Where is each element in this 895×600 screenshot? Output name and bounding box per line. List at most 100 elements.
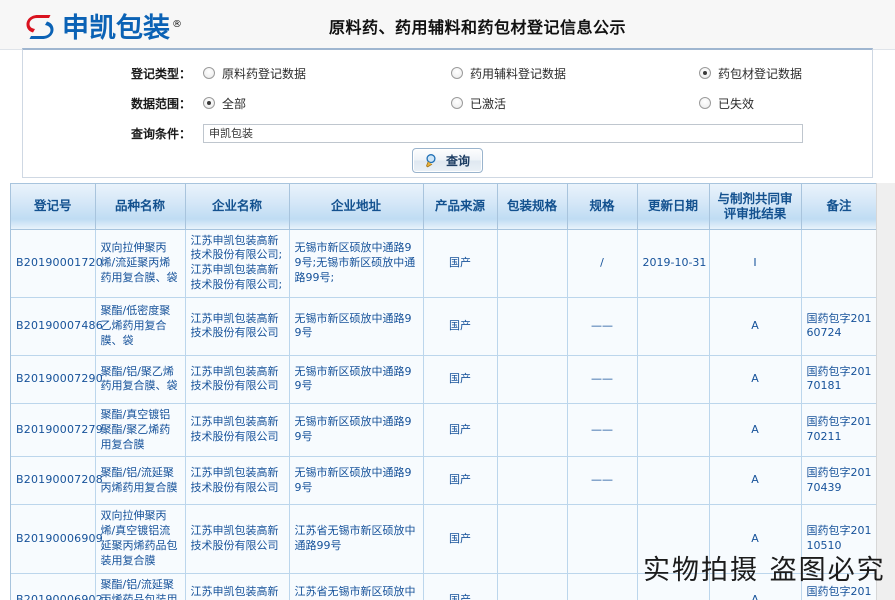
radio-reg-type-api[interactable]: 原料药登记数据 <box>203 65 451 82</box>
cell-remark: 国药包字20160724 <box>801 297 876 356</box>
col-pack-spec[interactable]: 包装规格 <box>497 184 568 230</box>
cell-source: 国产 <box>423 573 498 600</box>
search-button[interactable]: 查询 <box>411 148 483 173</box>
reg-type-label: 登记类型： <box>130 66 191 81</box>
cell-remark: 国药包字20170211 <box>801 403 876 458</box>
table-row[interactable]: B20190007208 聚酯/铝/流延聚丙烯药用复合膜 江苏申凯包装高新技术股… <box>11 456 876 506</box>
table-row[interactable]: B20190001720 双向拉伸聚丙烯/流延聚丙烯药用复合膜、袋 江苏申凯包装… <box>11 229 876 298</box>
cell-spec: —— <box>567 355 638 404</box>
cell-address: 无锡市新区硕放中通路99号 <box>289 355 424 404</box>
table-header-row: 登记号 品种名称 企业名称 企业地址 产品来源 包装规格 规格 更新日期 与制剂… <box>11 184 876 230</box>
cell-variety: 聚酯/铝/流延聚丙烯药品包装用复合膜 <box>95 573 186 600</box>
cell-reg-no: B20190007208 <box>11 456 103 506</box>
cell-spec: —— <box>567 403 638 458</box>
cell-company: 江苏申凯包装高新技术股份有限公司;江苏申凯包装高新技术股份有限公司; <box>185 229 290 298</box>
cell-joint-review: A <box>709 355 802 404</box>
keyword-row: 查询条件： <box>23 120 872 146</box>
search-input[interactable] <box>203 123 803 143</box>
radio-indicator[interactable] <box>203 97 215 109</box>
data-range-label: 数据范围： <box>130 96 191 111</box>
cell-joint-review: A <box>709 573 802 600</box>
cell-joint-review: I <box>709 229 802 298</box>
data-range-row: 数据范围： 全部 已激活 已失效 <box>23 90 872 116</box>
cell-update-date <box>637 355 710 404</box>
cell-address: 无锡市新区硕放中通路99号 <box>289 456 424 506</box>
cell-source: 国产 <box>423 456 498 506</box>
cell-spec: —— <box>567 456 638 506</box>
cell-address: 无锡市新区硕放中通路99号 <box>289 403 424 458</box>
cell-variety: 聚酯/铝/聚乙烯药用复合膜、袋 <box>95 355 186 404</box>
cell-joint-review: A <box>709 403 802 458</box>
cell-pack-spec <box>497 229 568 298</box>
table-row[interactable]: B20190006909 双向拉伸聚丙烯/真空镀铝流延聚丙烯药品包装用复合膜 江… <box>11 504 876 574</box>
cell-joint-review: A <box>709 297 802 356</box>
cell-reg-no: B20190007279 <box>11 403 103 458</box>
cell-update-date <box>637 504 710 574</box>
results-table-container[interactable]: 登记号 品种名称 企业名称 企业地址 产品来源 包装规格 规格 更新日期 与制剂… <box>10 183 876 600</box>
cell-variety: 聚酯/铝/流延聚丙烯药用复合膜 <box>95 456 186 506</box>
registered-mark-icon: ® <box>172 19 182 30</box>
radio-indicator[interactable] <box>699 97 711 109</box>
cell-company: 江苏申凯包装高新技术股份有限公司 <box>185 297 290 356</box>
cell-source: 国产 <box>423 297 498 356</box>
cell-address: 无锡市新区硕放中通路99号;无锡市新区硕放中通路99号; <box>289 229 424 298</box>
cell-variety: 双向拉伸聚丙烯/真空镀铝流延聚丙烯药品包装用复合膜 <box>95 504 186 574</box>
cell-variety: 聚酯/低密度聚乙烯药用复合膜、袋 <box>95 297 186 356</box>
radio-label: 药包材登记数据 <box>718 66 803 81</box>
col-spec[interactable]: 规格 <box>567 184 638 230</box>
col-source[interactable]: 产品来源 <box>423 184 498 230</box>
cell-pack-spec <box>497 355 568 404</box>
radio-range-all[interactable]: 全部 <box>203 95 451 112</box>
radio-label: 已激活 <box>470 96 507 111</box>
cell-remark: 国药包字20110524 <box>801 573 876 600</box>
radio-indicator[interactable] <box>699 67 711 79</box>
cell-joint-review: A <box>709 456 802 506</box>
radio-reg-type-packaging[interactable]: 药包材登记数据 <box>699 65 895 82</box>
cell-source: 国产 <box>423 504 498 574</box>
cell-source: 国产 <box>423 229 498 298</box>
cell-reg-no: B20190006902 <box>11 573 103 600</box>
cell-update-date <box>637 403 710 458</box>
cell-company: 江苏申凯包装高新技术股份有限公司 <box>185 403 290 458</box>
cell-spec: —— <box>567 297 638 356</box>
table-row[interactable]: B20190006902 聚酯/铝/流延聚丙烯药品包装用复合膜 江苏申凯包装高新… <box>11 573 876 600</box>
cell-update-date: 2019-10-31 <box>637 229 710 298</box>
radio-reg-type-excipient[interactable]: 药用辅料登记数据 <box>451 65 699 82</box>
col-joint-review[interactable]: 与制剂共同审评审批结果 <box>709 184 802 230</box>
col-update-date[interactable]: 更新日期 <box>637 184 710 230</box>
col-reg-no[interactable]: 登记号 <box>11 184 96 230</box>
radio-range-active[interactable]: 已激活 <box>451 95 699 112</box>
col-company[interactable]: 企业名称 <box>185 184 290 230</box>
cell-spec <box>567 504 638 574</box>
magnifier-icon <box>425 153 440 168</box>
cell-source: 国产 <box>423 403 498 458</box>
col-variety[interactable]: 品种名称 <box>95 184 186 230</box>
radio-range-expired[interactable]: 已失效 <box>699 95 895 112</box>
table-row[interactable]: B20190007279 聚酯/真空镀铝聚酯/聚乙烯药用复合膜 江苏申凯包装高新… <box>11 403 876 458</box>
radio-indicator[interactable] <box>203 67 215 79</box>
cell-remark: 国药包字20110510 <box>801 504 876 574</box>
cell-address: 江苏省无锡市新区硕放中通路99号 <box>289 573 424 600</box>
radio-label: 已失效 <box>718 96 755 111</box>
brand-logo[interactable]: 申凯包装 ® <box>24 9 182 45</box>
col-remark[interactable]: 备注 <box>801 184 876 230</box>
cell-company: 江苏申凯包装高新技术股份有限公司 <box>185 573 290 600</box>
cell-reg-no: B20190007290 <box>11 355 103 404</box>
radio-label: 全部 <box>222 96 247 111</box>
cell-variety: 双向拉伸聚丙烯/流延聚丙烯药用复合膜、袋 <box>95 229 186 298</box>
cell-company: 江苏申凯包装高新技术股份有限公司 <box>185 504 290 574</box>
radio-indicator[interactable] <box>451 97 463 109</box>
query-panel: 登记类型： 原料药登记数据 药用辅料登记数据 药包材登记数据 数据范围： 全部 <box>22 48 873 178</box>
cell-reg-no: B20190007486 <box>11 297 103 356</box>
col-address[interactable]: 企业地址 <box>289 184 424 230</box>
cell-variety: 聚酯/真空镀铝聚酯/聚乙烯药用复合膜 <box>95 403 186 458</box>
cell-pack-spec <box>497 297 568 356</box>
cell-update-date <box>637 456 710 506</box>
table-row[interactable]: B20190007486 聚酯/低密度聚乙烯药用复合膜、袋 江苏申凯包装高新技术… <box>11 297 876 356</box>
cell-remark <box>801 229 876 298</box>
radio-indicator[interactable] <box>451 67 463 79</box>
site-header: 申凯包装 ® 原料药、药用辅料和药包材登记信息公示 <box>0 0 895 50</box>
cell-spec <box>567 573 638 600</box>
table-row[interactable]: B20190007290 聚酯/铝/聚乙烯药用复合膜、袋 江苏申凯包装高新技术股… <box>11 355 876 404</box>
